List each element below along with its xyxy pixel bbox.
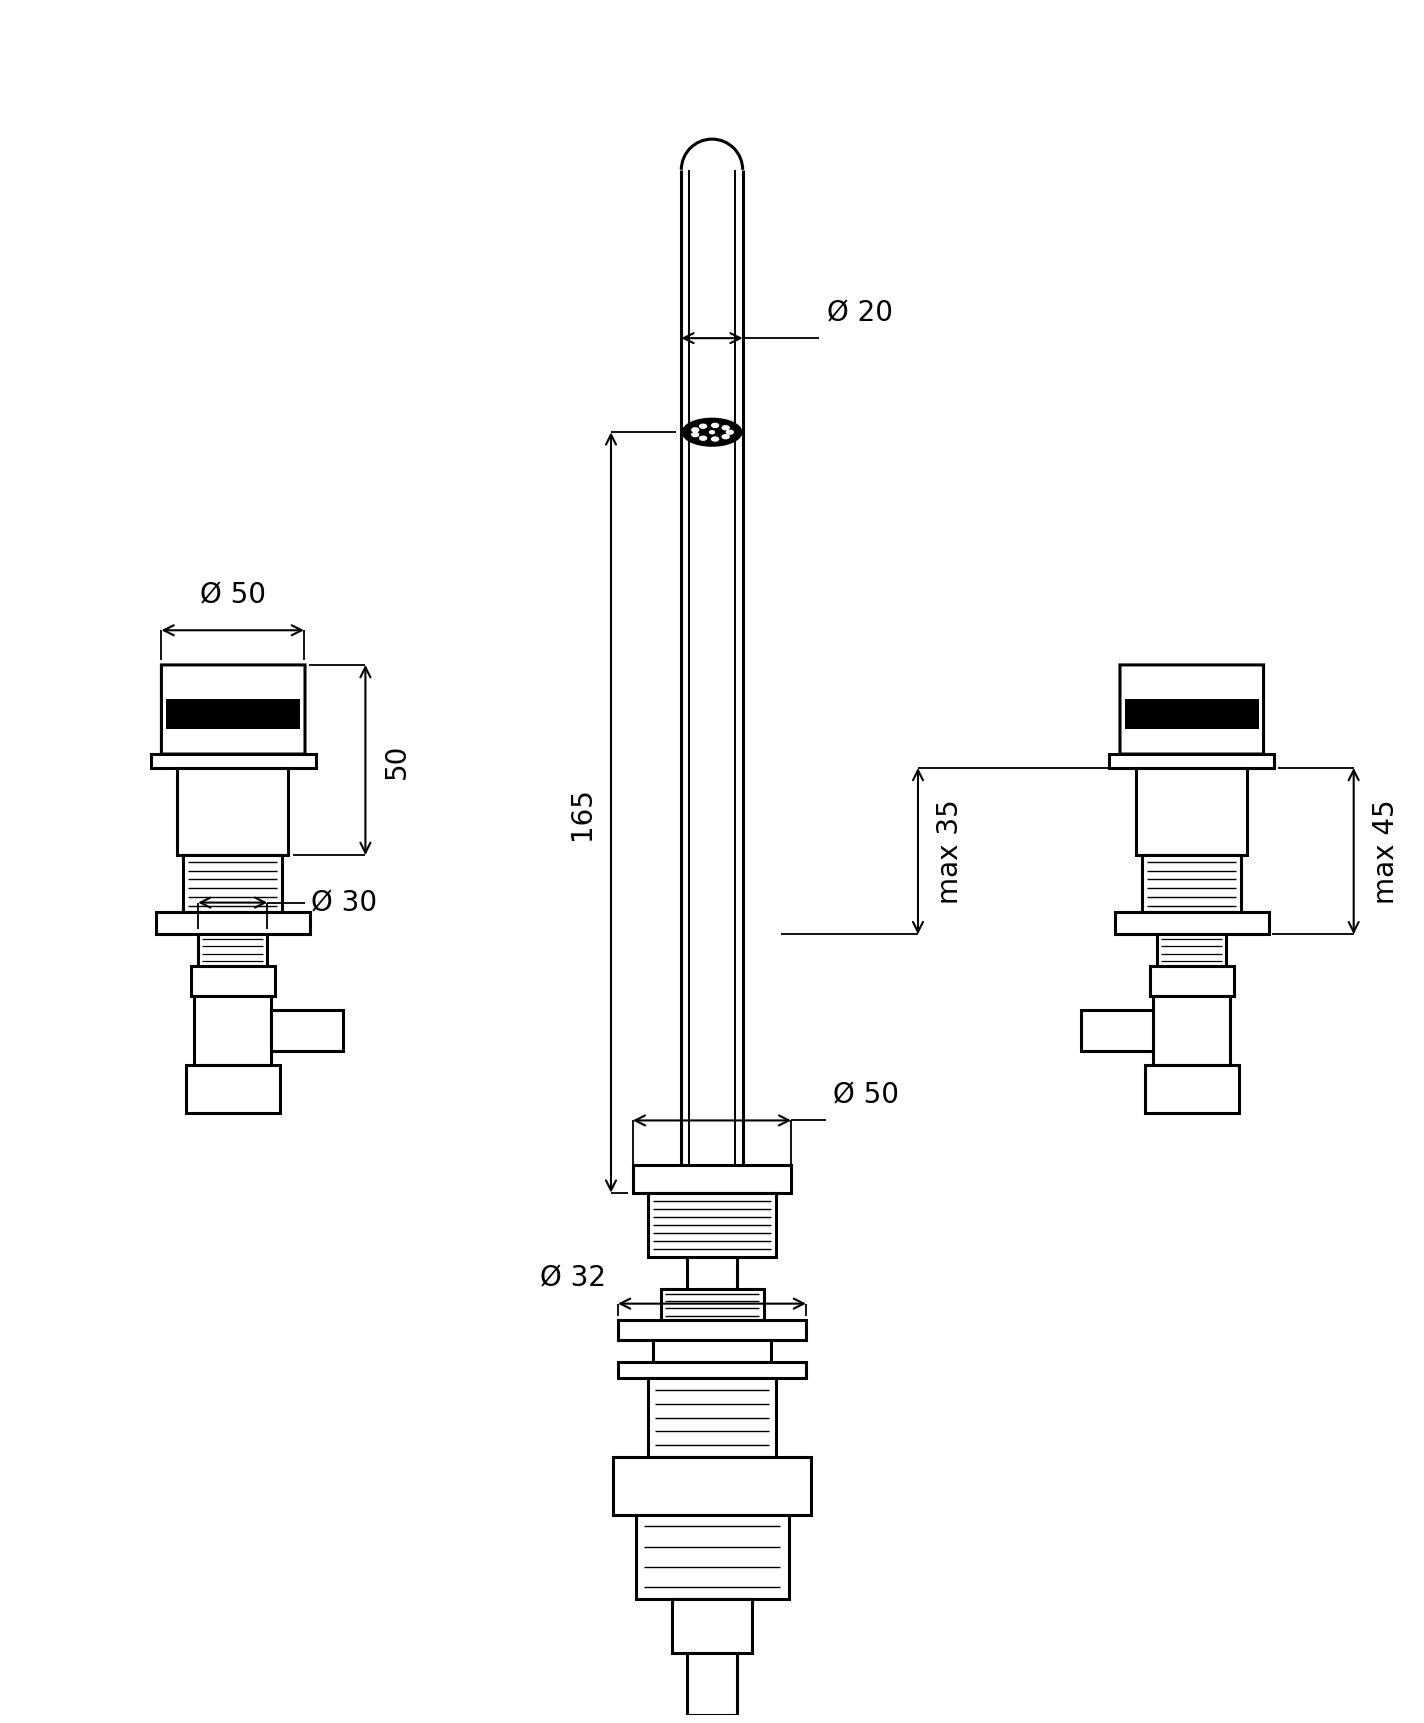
Ellipse shape [726,431,733,434]
FancyBboxPatch shape [161,665,305,755]
Bar [1115,913,1269,936]
Ellipse shape [692,429,699,432]
Bar [618,1363,806,1378]
Bar [177,768,288,856]
Bar [648,1378,776,1458]
Bar [635,1515,789,1599]
Ellipse shape [699,426,706,429]
Ellipse shape [712,438,719,441]
Bar [1152,996,1230,1065]
Bar [661,1289,765,1322]
Bar [1109,755,1274,768]
Ellipse shape [712,424,719,427]
Bar [167,700,300,729]
Bar [688,1654,736,1714]
Text: Ø 50: Ø 50 [199,581,266,610]
Ellipse shape [682,419,742,446]
Text: 50: 50 [383,743,412,779]
Text: max 45: max 45 [1371,799,1400,905]
Bar [632,1165,792,1192]
Ellipse shape [722,427,729,431]
Bar [151,755,316,768]
Bar [184,856,282,913]
FancyBboxPatch shape [1121,665,1263,755]
Bar [272,1010,343,1051]
Bar [1136,768,1247,856]
Bar [1125,700,1259,729]
Text: Ø 30: Ø 30 [310,889,377,917]
Text: Ø 50: Ø 50 [833,1080,899,1110]
Ellipse shape [709,431,715,434]
Text: max 35: max 35 [936,799,964,905]
Bar [618,1322,806,1340]
Ellipse shape [722,436,729,439]
Bar [612,1458,812,1515]
Text: Ø 32: Ø 32 [540,1265,607,1292]
Bar [198,936,268,967]
Bar [672,1599,752,1654]
Bar [1081,1010,1152,1051]
Bar [1149,967,1233,996]
Bar [1145,1065,1239,1113]
Bar [648,1192,776,1258]
Bar [157,913,310,936]
Bar [652,1340,772,1363]
Bar [191,967,275,996]
Text: 165: 165 [568,787,597,839]
Bar [1142,856,1240,913]
Ellipse shape [692,434,699,438]
Bar [187,1065,281,1113]
Bar [194,996,272,1065]
Bar [1156,936,1226,967]
Text: Ø 20: Ø 20 [827,300,893,327]
Ellipse shape [699,438,706,441]
